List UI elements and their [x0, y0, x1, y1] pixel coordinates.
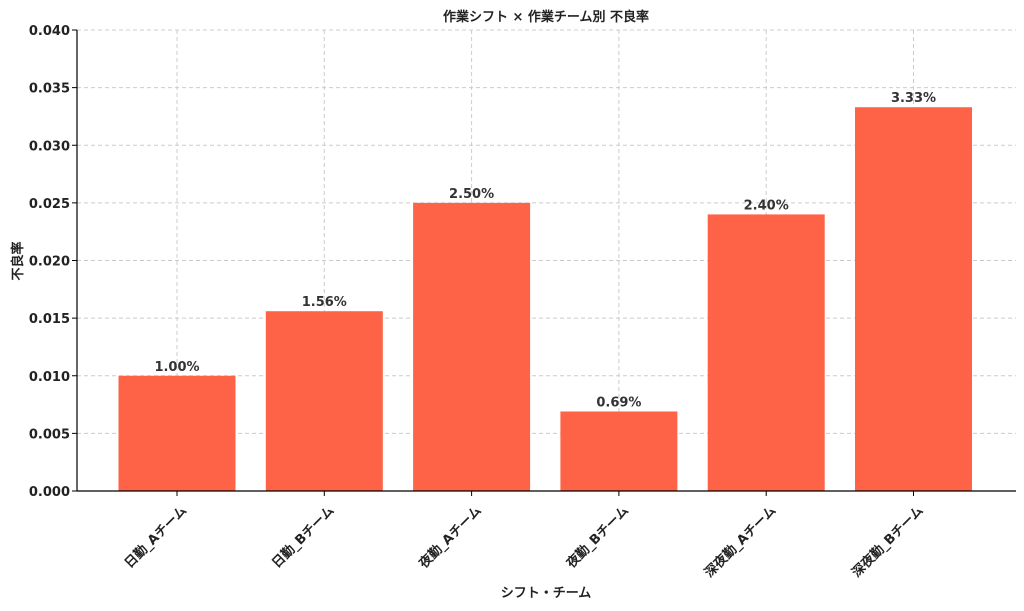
y-tick-label: 0.025 — [29, 197, 70, 212]
y-tick-label: 0.040 — [29, 24, 70, 39]
bar — [707, 214, 825, 491]
chart-title: 作業シフト × 作業チーム別 不良率 — [443, 9, 649, 25]
x-tick-label: 深夜勤_Aチーム — [701, 503, 779, 581]
y-tick-label: 0.030 — [29, 139, 70, 154]
x-tick-label: 日勤_Bチーム — [269, 503, 338, 572]
x-tick-label: 夜勤_Bチーム — [563, 503, 632, 572]
y-axis-ticks: 0.000 0.005 0.010 0.015 0.020 0.025 0.030 0.035… — [29, 24, 77, 500]
data-labels: 1.00% 1.56% 2.50% 0.69% 2.40% 3.33% — [154, 91, 936, 410]
bar-data-label: 1.56% — [302, 295, 347, 310]
y-tick-label: 0.035 — [29, 82, 70, 97]
bar-data-label: 3.33% — [891, 91, 936, 106]
bar — [413, 202, 531, 491]
x-axis-title: シフト・チーム — [501, 586, 592, 601]
bars — [118, 107, 972, 491]
y-tick-label: 0.000 — [29, 485, 70, 500]
y-axis-title: 不良率 — [10, 241, 26, 280]
bar-data-label: 2.40% — [744, 198, 789, 213]
x-tick-label: 日勤_Aチーム — [121, 503, 190, 572]
y-tick-label: 0.020 — [29, 255, 70, 270]
x-tick-label: 深夜勤_Bチーム — [849, 503, 927, 581]
bar — [560, 411, 678, 491]
y-tick-label: 0.005 — [29, 427, 70, 442]
bar-data-label: 0.69% — [596, 395, 641, 410]
bar-data-label: 2.50% — [449, 187, 494, 202]
bar — [855, 107, 972, 491]
bar — [265, 311, 383, 491]
bar — [118, 375, 236, 491]
bar-data-label: 1.00% — [154, 360, 199, 375]
y-tick-label: 0.015 — [29, 312, 70, 327]
y-tick-label: 0.010 — [29, 370, 70, 385]
x-tick-label: 夜勤_Aチーム — [415, 503, 484, 572]
x-axis-ticks: 日勤_Aチーム 日勤_Bチーム 夜勤_Aチーム 夜勤_Bチーム 深夜勤_Aチーム 深夜勤_… — [121, 491, 927, 581]
